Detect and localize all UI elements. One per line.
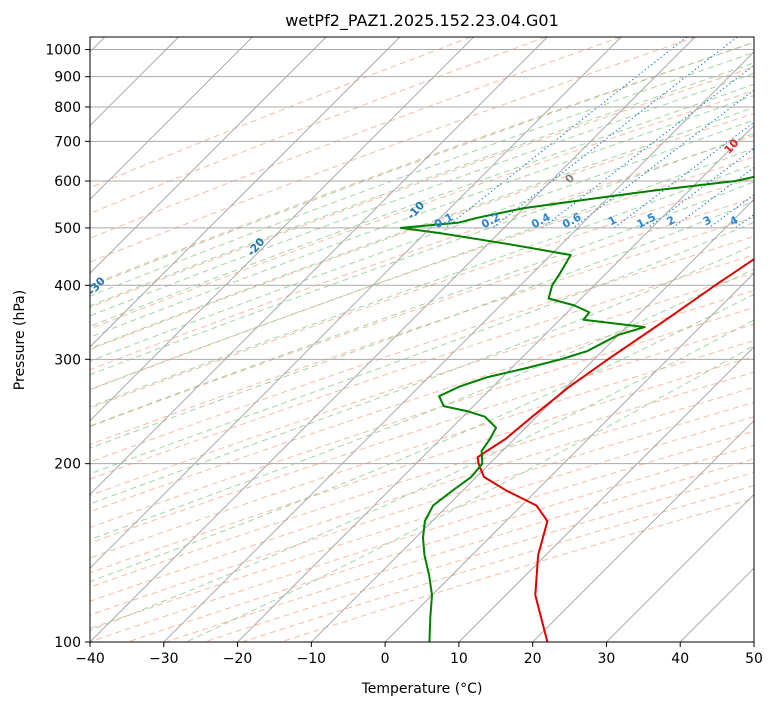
isotherm: [90, 37, 327, 274]
y-tick-label: 400: [54, 278, 81, 294]
moist-adiabat: [185, 345, 754, 642]
dry-adiabat-label: -10: [404, 199, 427, 223]
dry-adiabat: [165, 458, 754, 642]
isotherm: [90, 37, 696, 642]
dry-adiabat: [90, 41, 754, 286]
x-tick-label: 40: [671, 651, 689, 667]
temperature-line: [476, 258, 754, 642]
dry-adiabat: [90, 37, 547, 214]
axis-ticks: −40 −30 −20 −10 0 10 20 30 40 50 100 200 300 400 500 60…: [45, 43, 763, 667]
mixing-ratio-label: 4: [728, 213, 741, 228]
moist-adiabat: [90, 41, 754, 288]
isotherm: [237, 124, 754, 642]
moist-adiabat: [90, 72, 754, 317]
dry-adiabat: [90, 416, 754, 630]
isotherm: [163, 51, 754, 642]
mixing-ratio-line: [735, 213, 754, 229]
x-tick-label: −10: [297, 651, 327, 667]
moist-adiabat: [90, 62, 754, 307]
x-tick-label: 0: [381, 651, 390, 667]
sounding-profiles: [399, 175, 754, 642]
isotherm: [606, 493, 754, 642]
x-tick-label: −30: [149, 651, 179, 667]
mixing-ratio-line: [542, 64, 754, 229]
plot-frame: [89, 36, 755, 643]
isotherm: [90, 37, 253, 201]
moist-adiabat: [90, 163, 754, 408]
dewpoint-line: [399, 175, 754, 642]
isotherm: [679, 567, 754, 642]
y-tick-label: 800: [54, 100, 81, 116]
dry-adiabat: [90, 386, 754, 602]
dry-adiabat: [90, 37, 696, 263]
isotherm: [458, 346, 754, 642]
y-tick-label: 500: [54, 221, 81, 237]
y-tick-label: 100: [54, 635, 81, 651]
y-tick-label: 300: [54, 352, 81, 368]
mixing-ratio-line: [573, 89, 754, 229]
dry-adiabat: [90, 254, 754, 480]
chart-title: wetPf2_PAZ1.2025.152.23.04.G01: [285, 11, 559, 31]
moist-adiabat: [90, 244, 754, 505]
x-tick-label: 20: [524, 651, 542, 667]
x-axis-label: Temperature (°C): [361, 681, 483, 697]
dry-adiabat: [90, 135, 754, 371]
dry-adiabat: [90, 307, 754, 529]
dry-adiabat: [90, 66, 754, 308]
y-tick-label: 600: [54, 174, 81, 190]
dry-adiabat: [90, 37, 621, 239]
dry-adiabat: [90, 289, 754, 513]
y-axis-label: Pressure (hPa): [12, 290, 28, 390]
x-tick-label: 50: [745, 651, 763, 667]
moist-adiabat: [90, 119, 754, 362]
x-tick-label: 10: [450, 651, 468, 667]
moist-adiabat: [90, 94, 754, 338]
mixing-ratio-line: [445, 37, 688, 229]
isotherm: [532, 419, 754, 642]
dry-adiabat: [90, 340, 754, 559]
isotherm: [90, 37, 622, 569]
dry-adiabat: [90, 197, 754, 428]
y-tick-label: 200: [54, 457, 81, 473]
y-tick-label: 900: [54, 70, 81, 86]
dry-adiabat: [90, 235, 754, 463]
isotherm: [90, 37, 401, 348]
dry-adiabat-label: -20: [245, 235, 268, 259]
x-tick-label: −40: [75, 651, 105, 667]
dry-adiabat: [90, 401, 754, 616]
moist-adiabat: [90, 200, 754, 449]
dry-adiabat: [90, 371, 754, 588]
line-labels: 0.10.20.40.611.5234-100-90-80-70-60-50-4…: [85, 136, 742, 298]
isotherm: [384, 272, 754, 642]
isotherm: [90, 37, 548, 496]
isotherm: [90, 37, 475, 422]
moist-adiabat: [90, 83, 754, 327]
y-tick-label: 1000: [45, 43, 81, 59]
moist-adiabat: [90, 133, 754, 376]
moist-adiabat: [90, 51, 754, 297]
y-tick-label: 700: [54, 134, 81, 150]
background-lines: [90, 37, 754, 642]
isotherm: [753, 641, 754, 642]
dry-adiabat-label: -30: [85, 274, 108, 298]
isotherm: [310, 198, 754, 642]
x-tick-label: 30: [598, 651, 616, 667]
mixing-ratio-line: [613, 121, 754, 229]
dry-adiabat: [90, 177, 754, 409]
moist-adiabat: [90, 268, 754, 541]
dry-adiabat: [242, 485, 754, 642]
x-tick-label: −20: [223, 651, 253, 667]
moist-adiabat: [90, 319, 754, 631]
dry-adiabat: [280, 498, 754, 642]
mixing-ratio-line: [492, 37, 738, 229]
